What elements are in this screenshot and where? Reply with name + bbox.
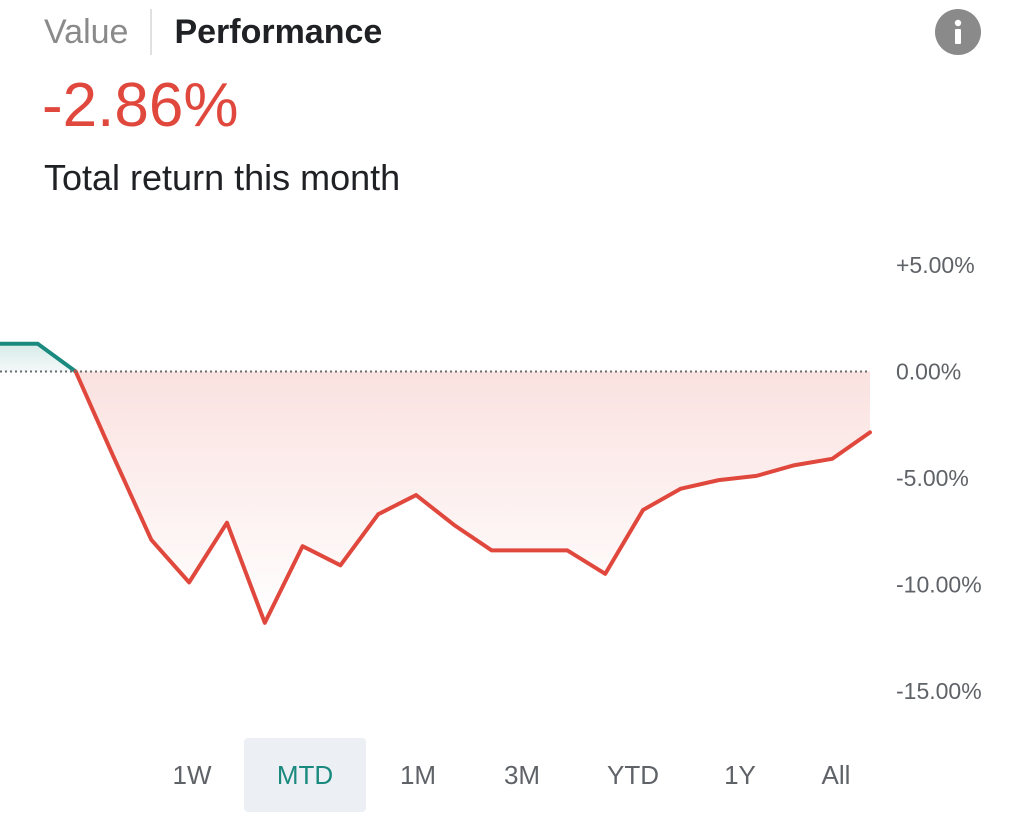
tab-value[interactable]: Value — [44, 13, 129, 51]
positive-series-line — [0, 341, 78, 374]
total-return-value: -2.86% — [42, 71, 239, 140]
y-tick-label: -10.00% — [896, 572, 982, 598]
total-return-label: Total return this month — [44, 157, 401, 198]
tab-performance[interactable]: Performance — [174, 13, 383, 51]
y-tick-label: -5.00% — [896, 465, 969, 491]
tab-divider — [150, 9, 153, 55]
negative-series-line — [73, 369, 872, 625]
negative-area — [75, 371, 871, 623]
performance-chart: +5.00% 0.00% -5.00% -10.00% -15.00% — [0, 252, 982, 704]
range-button-1m[interactable]: 1M — [399, 760, 437, 790]
view-tabs: Value Performance — [44, 8, 382, 56]
range-button-1y[interactable]: 1Y — [724, 760, 756, 790]
range-button-all[interactable]: All — [821, 760, 851, 790]
range-selector: 1W MTD 1M 3M YTD 1Y All — [140, 738, 884, 812]
y-tick-label: 0.00% — [896, 359, 961, 385]
y-tick-label: -15.00% — [896, 678, 982, 704]
info-icon — [954, 19, 962, 44]
range-button-3m[interactable]: 3M — [503, 760, 541, 790]
range-button-ytd[interactable]: YTD — [607, 760, 659, 790]
info-button[interactable] — [935, 9, 981, 55]
range-button-1w[interactable]: 1W — [172, 760, 212, 790]
positive-area — [0, 343, 76, 372]
y-tick-label: +5.00% — [896, 252, 975, 278]
range-button-mtd[interactable]: MTD — [244, 738, 366, 812]
